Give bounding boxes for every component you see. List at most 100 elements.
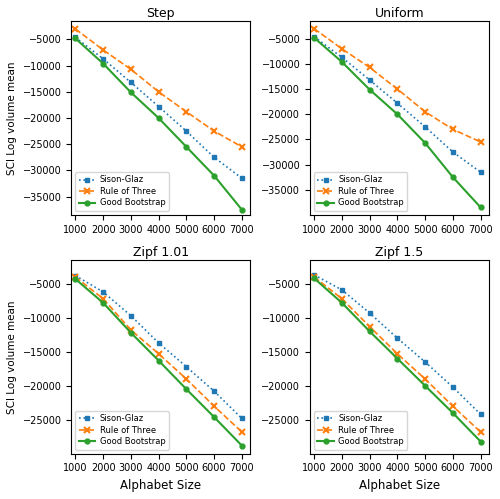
Line: Rule of Three: Rule of Three <box>310 25 484 145</box>
Sison-Glaz <box>100 56 106 62</box>
Title: Zipf 1.01: Zipf 1.01 <box>132 246 189 259</box>
Line: Sison-Glaz: Sison-Glaz <box>73 273 244 421</box>
Rule of Three <box>156 89 162 95</box>
Sison-Glaz <box>394 335 400 341</box>
Rule of Three <box>450 126 456 132</box>
Y-axis label: SCI Log volume mean: SCI Log volume mean <box>7 61 17 175</box>
Good Bootstrap <box>100 60 106 66</box>
Good Bootstrap <box>366 87 372 93</box>
Line: Good Bootstrap: Good Bootstrap <box>312 276 483 444</box>
Sison-Glaz <box>478 169 484 175</box>
Sison-Glaz <box>156 340 162 346</box>
X-axis label: Alphabet Size: Alphabet Size <box>359 479 440 492</box>
Line: Good Bootstrap: Good Bootstrap <box>73 276 244 448</box>
Line: Rule of Three: Rule of Three <box>72 273 246 436</box>
Rule of Three <box>211 403 217 409</box>
Good Bootstrap <box>128 89 134 95</box>
Good Bootstrap <box>100 300 106 306</box>
Line: Sison-Glaz: Sison-Glaz <box>73 35 244 181</box>
Y-axis label: SCI Log volume mean: SCI Log volume mean <box>7 300 17 414</box>
Rule of Three <box>339 296 345 302</box>
Sison-Glaz <box>450 149 456 155</box>
Legend: Sison-Glaz, Rule of Three, Good Bootstrap: Sison-Glaz, Rule of Three, Good Bootstra… <box>314 172 408 211</box>
Rule of Three <box>478 139 484 145</box>
Good Bootstrap <box>156 358 162 364</box>
Sison-Glaz <box>128 79 134 85</box>
Good Bootstrap <box>478 205 484 211</box>
Sison-Glaz <box>211 388 217 394</box>
Rule of Three <box>339 46 345 52</box>
Sison-Glaz <box>394 100 400 106</box>
Rule of Three <box>239 144 245 150</box>
Good Bootstrap <box>128 330 134 336</box>
Rule of Three <box>422 109 428 115</box>
Sison-Glaz <box>339 54 345 60</box>
Title: Step: Step <box>146 7 175 20</box>
Legend: Sison-Glaz, Rule of Three, Good Bootstrap: Sison-Glaz, Rule of Three, Good Bootstra… <box>76 172 168 211</box>
Good Bootstrap <box>211 414 217 420</box>
Sison-Glaz <box>339 287 345 293</box>
Legend: Sison-Glaz, Rule of Three, Good Bootstrap: Sison-Glaz, Rule of Three, Good Bootstra… <box>314 411 408 450</box>
Good Bootstrap <box>450 174 456 180</box>
Rule of Three <box>184 109 190 115</box>
Good Bootstrap <box>239 443 245 449</box>
Title: Uniform: Uniform <box>374 7 424 20</box>
Good Bootstrap <box>366 328 372 334</box>
Line: Sison-Glaz: Sison-Glaz <box>312 34 483 175</box>
Rule of Three <box>184 376 190 382</box>
Good Bootstrap <box>211 173 217 179</box>
Good Bootstrap <box>156 115 162 121</box>
Rule of Three <box>366 64 372 70</box>
Rule of Three <box>394 351 400 357</box>
Title: Zipf 1.5: Zipf 1.5 <box>376 246 424 259</box>
Rule of Three <box>100 296 106 302</box>
Rule of Three <box>128 66 134 72</box>
Sison-Glaz <box>156 103 162 109</box>
Rule of Three <box>156 351 162 357</box>
Sison-Glaz <box>366 310 372 316</box>
Sison-Glaz <box>184 128 190 134</box>
Rule of Three <box>128 327 134 333</box>
Good Bootstrap <box>311 275 317 281</box>
Good Bootstrap <box>239 207 245 213</box>
Good Bootstrap <box>184 144 190 150</box>
Good Bootstrap <box>339 59 345 65</box>
Sison-Glaz <box>100 289 106 295</box>
Rule of Three <box>72 26 78 32</box>
Good Bootstrap <box>311 35 317 41</box>
Line: Rule of Three: Rule of Three <box>72 25 246 150</box>
Rule of Three <box>422 376 428 382</box>
Good Bootstrap <box>422 383 428 389</box>
Rule of Three <box>211 128 217 134</box>
Good Bootstrap <box>339 300 345 306</box>
Good Bootstrap <box>478 439 484 445</box>
Sison-Glaz <box>478 411 484 417</box>
Rule of Three <box>72 274 78 280</box>
Line: Rule of Three: Rule of Three <box>310 273 484 436</box>
Good Bootstrap <box>72 35 78 41</box>
Sison-Glaz <box>422 124 428 130</box>
Good Bootstrap <box>72 276 78 282</box>
Sison-Glaz <box>128 313 134 319</box>
Sison-Glaz <box>72 34 78 40</box>
Sison-Glaz <box>450 384 456 390</box>
Sison-Glaz <box>311 34 317 40</box>
Good Bootstrap <box>184 386 190 392</box>
Sison-Glaz <box>366 77 372 83</box>
Line: Good Bootstrap: Good Bootstrap <box>73 36 244 212</box>
Rule of Three <box>239 429 245 435</box>
Sison-Glaz <box>422 359 428 365</box>
Rule of Three <box>366 324 372 330</box>
Sison-Glaz <box>211 154 217 160</box>
X-axis label: Alphabet Size: Alphabet Size <box>120 479 202 492</box>
Sison-Glaz <box>184 364 190 370</box>
Good Bootstrap <box>394 356 400 362</box>
Sison-Glaz <box>239 175 245 181</box>
Line: Sison-Glaz: Sison-Glaz <box>312 272 483 417</box>
Line: Good Bootstrap: Good Bootstrap <box>312 35 483 210</box>
Sison-Glaz <box>72 272 78 278</box>
Rule of Three <box>394 86 400 92</box>
Rule of Three <box>311 25 317 31</box>
Rule of Three <box>100 47 106 53</box>
Rule of Three <box>311 274 317 280</box>
